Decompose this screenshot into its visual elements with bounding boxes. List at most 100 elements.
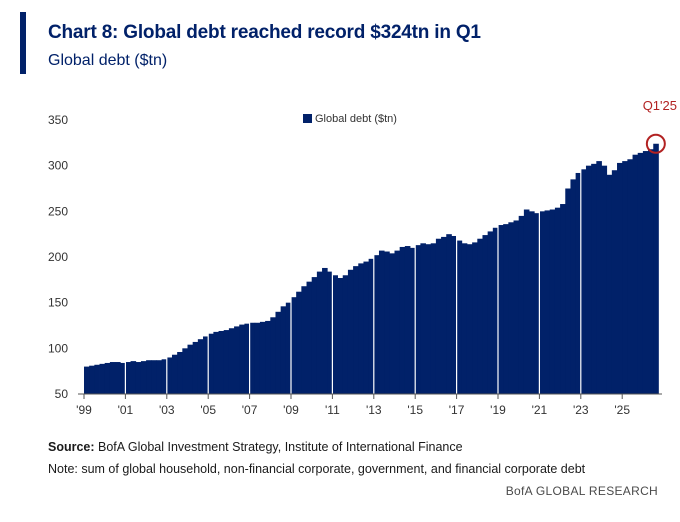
annotation-label: Q1'25 bbox=[643, 98, 677, 113]
bar bbox=[203, 336, 209, 394]
bar bbox=[135, 362, 142, 394]
bar bbox=[332, 275, 338, 394]
bar bbox=[301, 286, 307, 394]
bar bbox=[296, 291, 302, 394]
bar bbox=[575, 172, 582, 394]
x-tick-label: '17 bbox=[449, 403, 465, 417]
bar bbox=[585, 165, 592, 394]
bar bbox=[534, 213, 540, 394]
bar bbox=[104, 362, 111, 394]
bar bbox=[466, 244, 473, 394]
bar bbox=[208, 333, 214, 394]
bar bbox=[89, 365, 95, 394]
x-tick-label: '21 bbox=[532, 403, 548, 417]
chart-title: Chart 8: Global debt reached record $324… bbox=[48, 22, 481, 43]
bar bbox=[389, 253, 395, 394]
bar bbox=[435, 238, 442, 394]
bar bbox=[404, 246, 411, 394]
bar bbox=[125, 362, 131, 394]
bar bbox=[363, 261, 370, 394]
x-tick-label: '03 bbox=[159, 403, 175, 417]
bar bbox=[182, 348, 188, 394]
bar bbox=[611, 170, 618, 394]
bar bbox=[140, 361, 147, 394]
y-tick-label: 100 bbox=[48, 341, 68, 355]
source-line: Source: BofA Global Investment Strategy,… bbox=[48, 440, 463, 454]
bar bbox=[254, 322, 261, 394]
bar bbox=[197, 339, 204, 394]
x-tick-label: '09 bbox=[283, 403, 299, 417]
bar bbox=[223, 330, 230, 394]
bar bbox=[218, 330, 225, 394]
bar bbox=[99, 363, 106, 394]
bar bbox=[617, 162, 623, 394]
y-tick-label: 250 bbox=[48, 204, 68, 218]
bar bbox=[265, 320, 271, 394]
bar bbox=[420, 243, 426, 394]
bar bbox=[259, 321, 266, 394]
bar bbox=[280, 306, 287, 394]
bar bbox=[161, 359, 168, 394]
bar bbox=[591, 163, 597, 394]
bar bbox=[94, 364, 100, 394]
x-tick-label: '15 bbox=[407, 403, 423, 417]
bar bbox=[373, 255, 380, 394]
x-tick-label: '01 bbox=[118, 403, 134, 417]
bar bbox=[166, 357, 173, 394]
x-tick-label: '99 bbox=[76, 403, 92, 417]
bar bbox=[347, 269, 354, 394]
bar bbox=[570, 179, 577, 394]
bar bbox=[487, 231, 494, 394]
bar bbox=[249, 322, 256, 394]
note-line: Note: sum of global household, non-finan… bbox=[48, 462, 586, 476]
bar bbox=[109, 362, 116, 394]
debt-chart: 50 100 150 200 250 300 350 '99 '01 '03 '05 '07 '09 '1… bbox=[48, 98, 677, 417]
bar bbox=[156, 360, 163, 394]
legend-label: Global debt ($tn) bbox=[315, 113, 397, 125]
bar bbox=[523, 209, 530, 394]
bar bbox=[648, 149, 654, 394]
bar bbox=[451, 235, 458, 394]
bar bbox=[441, 236, 447, 394]
bar bbox=[565, 188, 571, 394]
brand-label: BofA GLOBAL RESEARCH bbox=[505, 484, 658, 498]
bar bbox=[213, 331, 219, 394]
bar bbox=[130, 361, 137, 394]
bar bbox=[415, 245, 421, 394]
bar bbox=[601, 165, 608, 394]
bar bbox=[337, 278, 344, 394]
bar bbox=[606, 174, 613, 394]
bar bbox=[544, 210, 551, 394]
bar bbox=[327, 271, 333, 394]
bar bbox=[291, 297, 297, 394]
source-text: BofA Global Investment Strategy, Institu… bbox=[94, 440, 463, 454]
x-tick-label: '19 bbox=[490, 403, 506, 417]
bar bbox=[177, 351, 183, 394]
bar bbox=[234, 326, 240, 394]
bar bbox=[529, 211, 535, 394]
bar bbox=[187, 344, 194, 394]
bar bbox=[456, 240, 463, 394]
bar bbox=[151, 360, 157, 394]
bar bbox=[311, 277, 318, 394]
y-tick-label: 300 bbox=[48, 159, 68, 173]
bar bbox=[482, 235, 489, 394]
bar bbox=[461, 243, 468, 394]
legend-swatch bbox=[303, 114, 312, 123]
bar bbox=[554, 207, 561, 394]
title-accent-bar bbox=[20, 12, 26, 74]
bar bbox=[316, 271, 323, 394]
bar bbox=[472, 242, 478, 394]
bar bbox=[171, 354, 178, 394]
bar bbox=[146, 360, 152, 394]
bar bbox=[642, 151, 649, 394]
x-tick-label: '11 bbox=[325, 403, 340, 417]
bar bbox=[358, 263, 364, 394]
bar bbox=[410, 247, 416, 394]
bar bbox=[425, 244, 432, 394]
bar bbox=[322, 267, 328, 394]
bar bbox=[228, 328, 235, 394]
bar bbox=[353, 266, 359, 394]
x-tick-label: '23 bbox=[573, 403, 589, 417]
x-tick-label: '05 bbox=[200, 403, 216, 417]
